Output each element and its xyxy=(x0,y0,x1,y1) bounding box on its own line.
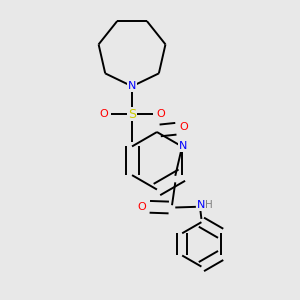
Text: H: H xyxy=(205,200,213,209)
Text: N: N xyxy=(128,81,136,91)
Text: O: O xyxy=(156,109,165,119)
Text: N: N xyxy=(179,141,187,152)
Text: O: O xyxy=(179,122,188,132)
Text: O: O xyxy=(99,109,108,119)
Text: O: O xyxy=(137,202,146,212)
Text: S: S xyxy=(128,108,136,121)
Text: N: N xyxy=(196,200,205,210)
